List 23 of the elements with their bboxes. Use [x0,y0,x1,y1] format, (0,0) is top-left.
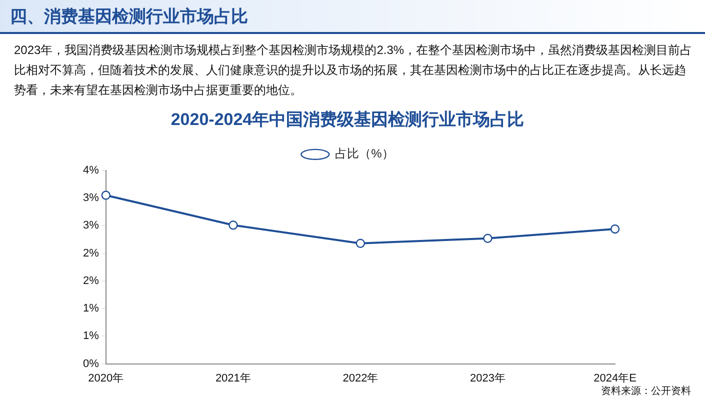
y-tick-label: 2% [82,247,100,260]
point [101,190,110,200]
chart-title: 2020-2024年中国消费级基因检测行业市场占比 [170,110,524,129]
point [483,234,492,243]
point [356,238,366,248]
x-tick-label: 2020年 [88,372,124,384]
x-tick-label: 2024年E [594,372,636,384]
y-tick-label: 3% [82,220,100,232]
text: 资料来源：公开资料 [601,384,691,398]
y-tick-label: 1% [82,330,100,342]
text: 2023年，我国消费级基因检测市场规模占到整个基因检测市场规模的2.3%，在整个基因检测市场中，虽然消费级基因检测目前占比相对不算高，但随着技术的发展、人们健康意识的提升以及市场的拓展，其在基因检测市场中的占比正在逐步提高。从长远趋势看，未来有望在基因检测市场中占据更重要的地位。 [14,42,694,99]
point [228,220,238,230]
y-tick-label: 4% [82,164,100,176]
text: 四、消费基因检测行业市场占比 [0,0,705,34]
y-tick-label: 3% [82,192,100,204]
point [610,224,620,234]
y-tick-label: 0% [82,358,100,370]
x-tick-label: 2023年 [470,372,506,384]
x-tick-label: 2022年 [342,372,378,384]
y-tick-label: 2% [82,274,100,287]
x-tick-label: 2021年 [215,372,251,384]
y-tick-label: 1% [82,302,100,315]
legend-label: 占比（%） [335,146,394,161]
